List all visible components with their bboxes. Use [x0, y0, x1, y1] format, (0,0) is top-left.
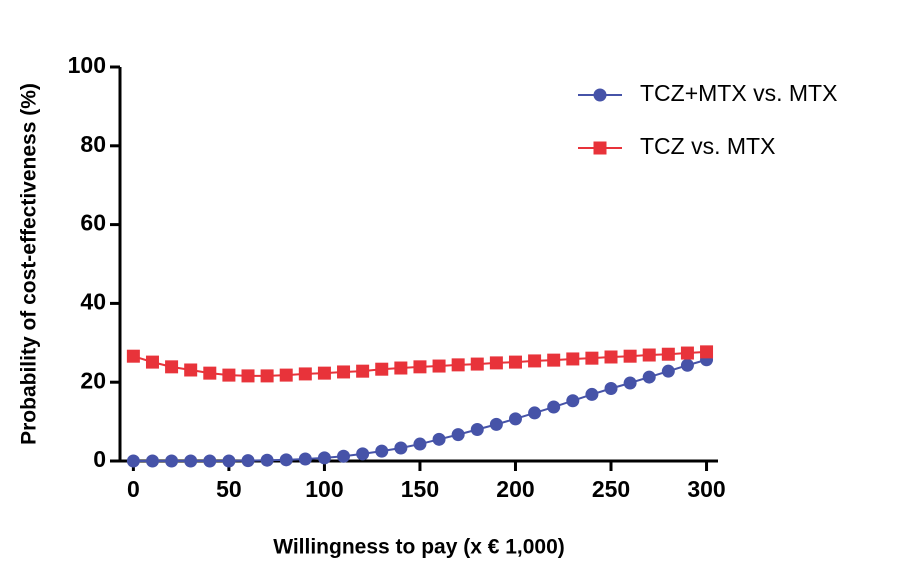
data-point — [260, 453, 274, 467]
data-point — [528, 406, 542, 420]
x-tick-label: 200 — [496, 476, 534, 502]
data-point — [413, 437, 427, 451]
data-point — [680, 358, 694, 372]
data-point — [317, 366, 331, 380]
y-axis-label: Probability of cost-effectiveness (%) — [18, 83, 41, 445]
legend-label: TCZ vs. MTX — [640, 133, 775, 159]
x-tick-label: 300 — [687, 476, 725, 502]
data-point — [184, 363, 198, 377]
data-point — [337, 449, 351, 463]
x-tick-label: 50 — [216, 476, 242, 502]
data-point — [700, 345, 714, 359]
x-tick-label: 100 — [305, 476, 343, 502]
data-point — [451, 358, 465, 372]
data-point — [317, 451, 331, 465]
data-point — [126, 349, 140, 363]
x-tick-label: 0 — [127, 476, 140, 502]
data-point — [470, 422, 484, 436]
data-point — [451, 428, 465, 442]
y-tick-label: 0 — [93, 446, 106, 472]
legend-marker — [593, 88, 607, 102]
data-point — [279, 453, 293, 467]
data-point — [165, 454, 179, 468]
data-point — [222, 368, 236, 382]
data-point — [145, 454, 159, 468]
data-point — [642, 370, 656, 384]
data-point — [356, 364, 370, 378]
data-point — [547, 353, 561, 367]
data-point — [432, 359, 446, 373]
data-point — [126, 454, 140, 468]
data-point — [184, 454, 198, 468]
data-point — [566, 394, 580, 408]
data-point — [623, 376, 637, 390]
data-point — [432, 432, 446, 446]
data-point — [298, 367, 312, 381]
x-tick-label: 150 — [401, 476, 439, 502]
data-point — [203, 366, 217, 380]
data-point — [145, 355, 159, 369]
data-point — [489, 356, 503, 370]
data-point — [508, 412, 522, 426]
y-tick-label: 20 — [80, 367, 106, 393]
data-point — [528, 354, 542, 368]
data-point — [566, 352, 580, 366]
data-point — [604, 382, 618, 396]
data-point — [394, 361, 408, 375]
data-point — [413, 360, 427, 374]
legend-marker — [593, 141, 607, 155]
data-point — [298, 452, 312, 466]
data-point — [604, 350, 618, 364]
data-point — [222, 454, 236, 468]
data-point — [394, 441, 408, 455]
data-point — [356, 447, 370, 461]
y-tick-label: 40 — [80, 288, 106, 314]
x-tick-label: 250 — [592, 476, 630, 502]
data-point — [642, 348, 656, 362]
y-tick-label: 100 — [68, 52, 106, 78]
data-point — [260, 369, 274, 383]
data-point — [241, 454, 255, 468]
data-point — [585, 351, 599, 365]
data-point — [661, 364, 675, 378]
data-point — [489, 417, 503, 431]
data-point — [203, 454, 217, 468]
data-point — [279, 368, 293, 382]
data-point — [241, 369, 255, 383]
data-point — [375, 444, 389, 458]
data-point — [508, 355, 522, 369]
data-point — [375, 362, 389, 376]
data-point — [547, 400, 561, 414]
legend-label: TCZ+MTX vs. MTX — [640, 80, 837, 106]
x-axis-label: Willingness to pay (x € 1,000) — [273, 536, 565, 559]
data-point — [337, 365, 351, 379]
data-point — [470, 357, 484, 371]
data-point — [585, 387, 599, 401]
y-tick-label: 80 — [80, 131, 106, 157]
y-tick-label: 60 — [80, 210, 106, 236]
data-point — [680, 346, 694, 360]
data-point — [661, 347, 675, 361]
data-point — [623, 349, 637, 363]
data-point — [165, 360, 179, 374]
